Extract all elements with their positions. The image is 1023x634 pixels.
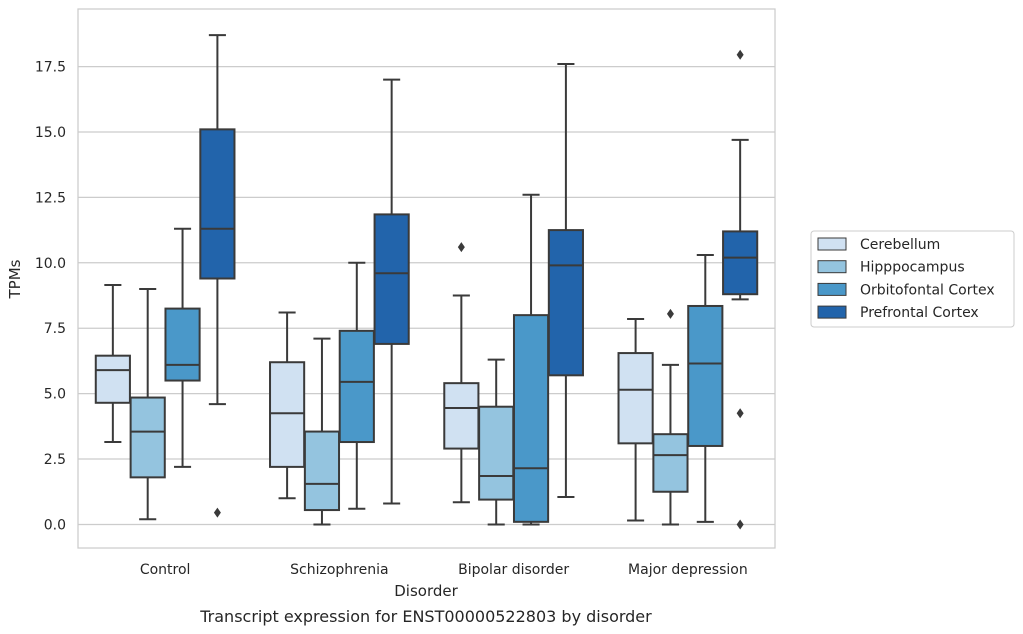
- legend-item: Orbitofontal Cortex: [817, 282, 995, 298]
- y-axis-title: TPMs: [6, 259, 24, 299]
- outlier-point: [736, 408, 744, 419]
- legend-label: Orbitofontal Cortex: [860, 282, 995, 298]
- y-tick-label: 10.0: [35, 256, 66, 272]
- y-tick-label: 7.5: [44, 321, 66, 337]
- iqr-box: [94, 354, 131, 404]
- iqr-box: [164, 307, 201, 382]
- legend-swatch: [817, 237, 847, 251]
- box-2: [443, 242, 480, 504]
- x-tick-label: Major depression: [628, 562, 748, 578]
- y-tick-label: 5.0: [44, 387, 66, 403]
- legend-label: Cerebellum: [860, 237, 940, 253]
- iqr-box: [303, 430, 341, 512]
- box-3: [617, 318, 654, 522]
- iqr-box: [547, 229, 584, 377]
- y-tick-label: 2.5: [44, 452, 66, 468]
- iqr-box: [338, 329, 375, 444]
- box-series: [94, 242, 654, 522]
- y-tick-label: 17.5: [35, 60, 66, 76]
- iqr-box: [512, 314, 550, 523]
- iqr-box: [617, 352, 654, 445]
- box-1: [303, 337, 341, 526]
- legend-swatch: [817, 282, 847, 296]
- iqr-box: [722, 230, 759, 296]
- x-tick-labels: Control Schizophrenia Bipolar disorder Majo…: [140, 562, 748, 578]
- legend-label: Hipppocampus: [860, 260, 965, 276]
- legend-item: Hipppocampus: [817, 260, 965, 276]
- outlier-point: [666, 308, 674, 319]
- box-3: [652, 308, 689, 526]
- box-0: [129, 287, 166, 521]
- box-0: [199, 34, 236, 518]
- legend-item: Cerebellum: [817, 237, 940, 253]
- legend-label: Prefrontal Cortex: [860, 305, 979, 321]
- x-tick-label: Bipolar disorder: [458, 562, 569, 578]
- box-1: [269, 311, 306, 500]
- x-tick-label: Schizophrenia: [290, 562, 388, 578]
- box-2: [547, 62, 584, 498]
- box-0: [94, 284, 131, 444]
- box-series: [199, 34, 759, 530]
- iqr-box: [443, 382, 480, 450]
- legend-item: Prefrontal Cortex: [817, 305, 979, 321]
- iqr-box: [478, 405, 515, 501]
- box-series: [164, 193, 724, 526]
- x-tick-label: Control: [140, 562, 191, 578]
- box-series-group: [94, 34, 759, 530]
- box-3: [687, 253, 724, 523]
- legend-swatch: [817, 305, 847, 319]
- iqr-box: [652, 433, 689, 493]
- legend: Cerebellum Hipppocampus Orbitofontal Corte…: [810, 230, 1015, 328]
- y-tick-label: 12.5: [35, 190, 66, 206]
- x-axis-title: Disorder: [394, 582, 458, 600]
- plot-frame: [77, 8, 776, 549]
- outlier-point: [736, 49, 744, 60]
- legend-frame: [810, 230, 1015, 328]
- box-3: [722, 49, 759, 530]
- box-1: [373, 78, 410, 505]
- iqr-box: [199, 128, 236, 280]
- outlier-point: [736, 519, 744, 530]
- iqr-box: [129, 396, 166, 479]
- box-0: [164, 227, 201, 468]
- iqr-box: [373, 213, 410, 345]
- outlier-point: [457, 242, 465, 253]
- y-tick-labels: 0.0 2.5 5.0 7.5 10.0 12.5 15.0 17.5: [35, 60, 66, 534]
- iqr-box: [687, 304, 724, 447]
- box-2: [512, 193, 550, 526]
- legend-swatch: [817, 260, 847, 274]
- outlier-point: [213, 507, 221, 518]
- chart-caption: Transcript expression for ENST0000052280…: [199, 607, 652, 626]
- box-2: [478, 358, 515, 526]
- y-tick-label: 0.0: [44, 517, 66, 533]
- iqr-box: [269, 361, 306, 468]
- y-tick-label: 15.0: [35, 125, 66, 141]
- box-1: [338, 261, 375, 510]
